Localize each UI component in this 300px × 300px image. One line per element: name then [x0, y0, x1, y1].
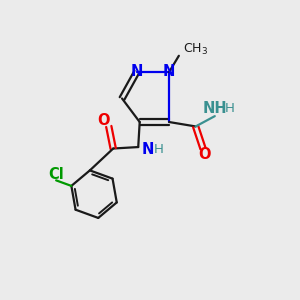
Text: H: H	[225, 102, 235, 115]
Text: NH: NH	[203, 101, 228, 116]
Text: N: N	[163, 64, 175, 80]
Text: O: O	[198, 147, 211, 162]
Text: CH$_3$: CH$_3$	[183, 42, 208, 57]
Text: O: O	[97, 113, 110, 128]
Text: Cl: Cl	[48, 167, 64, 182]
Text: N: N	[130, 64, 143, 80]
Text: N: N	[142, 142, 154, 157]
Text: H: H	[154, 142, 164, 156]
